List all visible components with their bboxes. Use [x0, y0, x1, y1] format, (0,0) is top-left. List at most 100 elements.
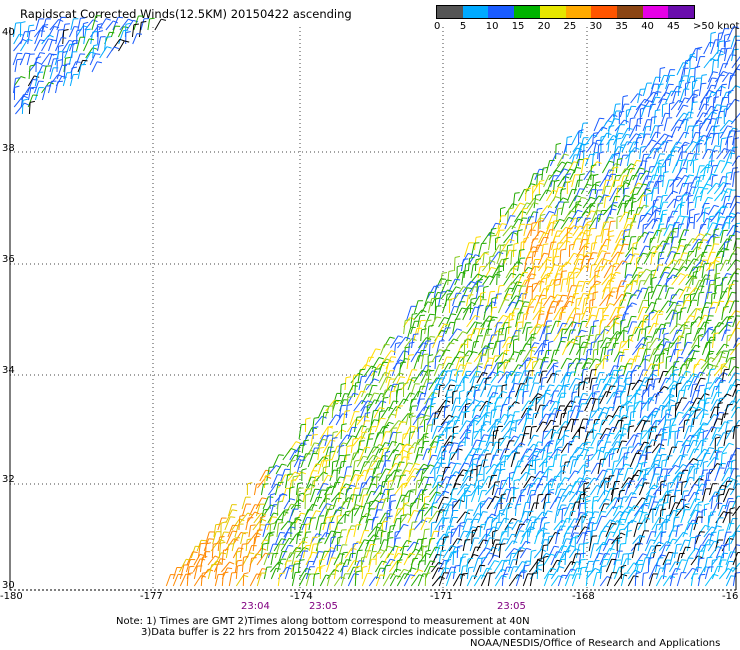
wind-barb-flag — [480, 352, 486, 356]
wind-barb-flag — [449, 297, 455, 300]
wind-barb-flag — [548, 340, 554, 343]
wind-barb — [674, 167, 683, 181]
wind-barb-flag — [670, 417, 676, 420]
wind-barb-flag — [465, 431, 471, 434]
wind-barb — [654, 498, 661, 510]
wind-barb-flag — [513, 265, 519, 268]
wind-barb — [429, 484, 439, 496]
wind-barb-flag — [327, 474, 333, 478]
wind-barb-flag — [508, 207, 514, 210]
wind-barb-flag — [650, 237, 656, 240]
wind-barb — [615, 286, 620, 300]
wind-barb-flag — [345, 454, 351, 456]
wind-barb-flag — [412, 313, 418, 315]
wind-barb — [585, 293, 590, 307]
wind-barb — [662, 172, 665, 188]
wind-barb — [476, 280, 479, 293]
wind-barb-flag — [546, 258, 552, 262]
wind-barb — [410, 383, 416, 398]
wind-barb — [570, 501, 576, 517]
wind-barb — [613, 319, 615, 335]
wind-barb-flag — [346, 445, 352, 447]
wind-barb — [680, 195, 684, 209]
wind-barb — [403, 392, 411, 405]
wind-barb-flag — [614, 152, 620, 155]
wind-barb — [460, 476, 469, 489]
wind-barb-flag — [685, 286, 692, 289]
wind-barb-flag — [606, 174, 612, 178]
wind-barb — [656, 141, 664, 153]
wind-barb-flag — [613, 365, 619, 367]
wind-barb — [690, 384, 694, 398]
wind-barb-flag — [604, 328, 610, 332]
legend-swatch — [642, 6, 669, 18]
wind-barb-flag — [726, 202, 732, 205]
wind-barb — [360, 502, 367, 517]
wind-barb-flag — [447, 293, 453, 295]
wind-barb — [376, 474, 378, 489]
wind-barb — [592, 321, 595, 335]
wind-barb — [415, 463, 425, 475]
wind-barb — [711, 175, 714, 188]
wind-barb — [619, 496, 624, 510]
wind-barb — [498, 245, 502, 258]
wind-barb — [572, 142, 580, 153]
wind-barb-flag — [444, 405, 450, 408]
wind-barb-flag — [595, 283, 601, 286]
wind-barb — [730, 447, 737, 461]
wind-barb-flag — [391, 350, 397, 353]
wind-barb — [709, 33, 712, 48]
wind-barb — [639, 462, 643, 475]
wind-barb-flag — [431, 396, 437, 399]
wind-barb-flag — [453, 426, 459, 429]
wind-barb — [709, 406, 716, 419]
wind-barb-flag — [684, 419, 690, 421]
wind-barb — [607, 236, 610, 251]
wind-barb — [352, 436, 361, 447]
wind-barb — [729, 195, 736, 209]
wind-barb-flag — [429, 369, 435, 372]
wind-barb — [344, 488, 348, 503]
wind-barb — [533, 195, 537, 209]
wind-barb-flag — [609, 452, 615, 455]
wind-barb-flag — [403, 502, 409, 505]
wind-barb-flag — [514, 487, 520, 490]
wind-barb-flag — [539, 179, 545, 182]
wind-barb-flag — [468, 454, 474, 457]
wind-barb — [672, 471, 681, 482]
wind-barb — [698, 83, 702, 97]
wind-barb-flag — [277, 474, 283, 476]
wind-barb — [675, 498, 682, 510]
wind-barb — [688, 434, 694, 447]
wind-barb — [697, 321, 705, 335]
wind-barb-flag — [687, 159, 693, 162]
wind-barb — [678, 252, 684, 265]
wind-barb — [667, 464, 676, 475]
wind-barb — [571, 313, 576, 328]
wind-barb — [583, 170, 591, 181]
wind-barb — [373, 448, 380, 461]
wind-barb-flag — [519, 249, 525, 251]
wind-barb — [591, 501, 594, 517]
wind-barb-flag — [569, 502, 575, 505]
wind-barb-flag — [636, 256, 642, 259]
wind-barb-flag — [678, 335, 684, 338]
wind-barb — [616, 203, 623, 216]
wind-barb — [596, 480, 603, 496]
wind-barb-flag — [533, 443, 539, 447]
wind-barb — [321, 412, 325, 426]
wind-barb-flag — [495, 273, 501, 276]
wind-barb-flag — [405, 346, 411, 349]
wind-barb — [469, 306, 476, 321]
wind-barb-flag — [470, 483, 476, 487]
wind-barb-flag — [693, 448, 699, 451]
wind-barb — [614, 260, 623, 272]
wind-barb — [487, 320, 491, 335]
wind-barb-flag — [298, 487, 304, 489]
wind-barb — [651, 354, 657, 370]
wind-barb — [676, 324, 684, 335]
wind-barb-flag — [326, 493, 332, 496]
wind-barb-flag — [424, 418, 430, 421]
wind-barb-flag — [674, 361, 680, 363]
wind-barb-flag — [637, 182, 643, 186]
